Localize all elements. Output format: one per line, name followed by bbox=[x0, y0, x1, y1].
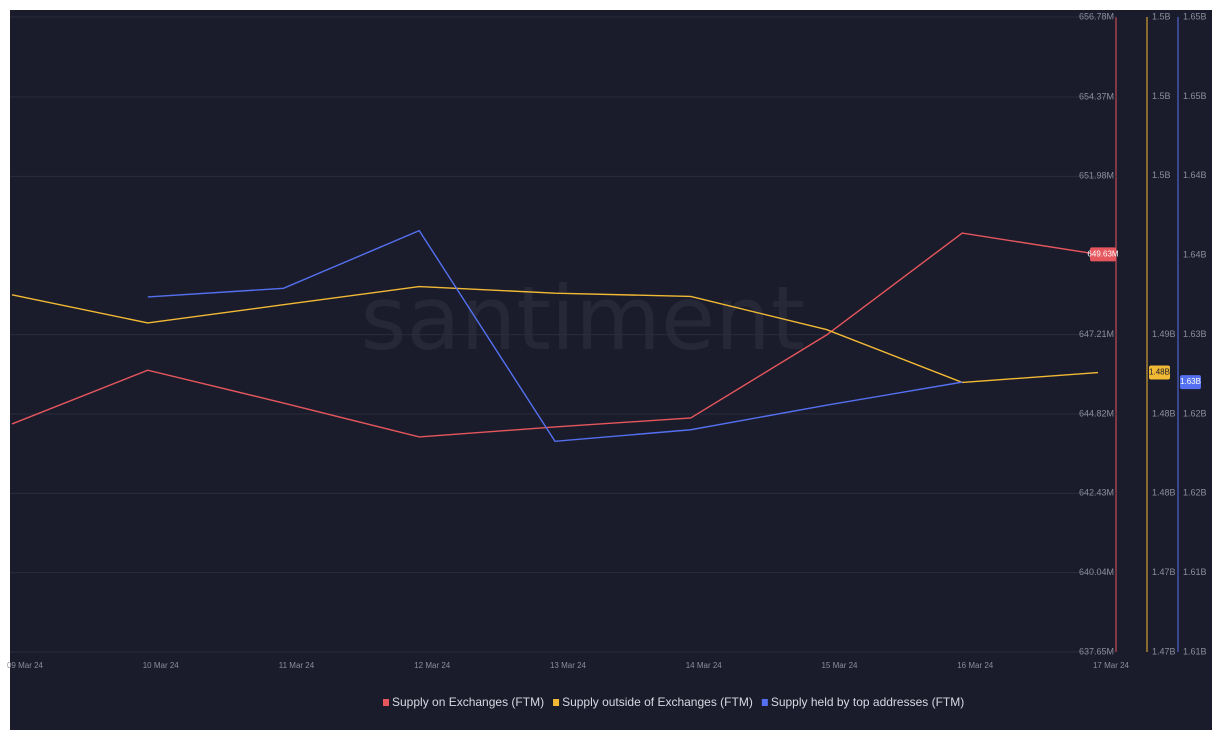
legend-swatch bbox=[761, 699, 768, 706]
y-tick-label: 640.04M bbox=[1079, 567, 1114, 577]
x-tick-label: 15 Mar 24 bbox=[821, 661, 858, 670]
y-tick-label: 651.98M bbox=[1079, 171, 1114, 181]
legend-label: Supply outside of Exchanges (FTM) bbox=[562, 695, 753, 709]
y-tick-label: 1.64B bbox=[1183, 170, 1207, 180]
y-tick-label: 1.62B bbox=[1183, 488, 1207, 498]
y-tick-label: 1.5B bbox=[1152, 91, 1171, 101]
x-tick-label: 14 Mar 24 bbox=[686, 661, 723, 670]
y-tick-label: 637.65M bbox=[1079, 646, 1114, 656]
y-tick-label: 654.37M bbox=[1079, 91, 1114, 101]
x-tick-label: 09 Mar 24 bbox=[7, 661, 44, 670]
x-tick-label: 16 Mar 24 bbox=[957, 661, 994, 670]
legend-swatch bbox=[553, 699, 560, 706]
value-badge bbox=[1149, 365, 1170, 380]
y-tick-label: 1.49B bbox=[1152, 329, 1176, 339]
value-label: 649.63M bbox=[1087, 249, 1118, 258]
y-tick-label: 1.65B bbox=[1183, 11, 1207, 21]
value-label: 1.63B bbox=[1180, 377, 1201, 386]
value-badge bbox=[1180, 375, 1201, 390]
y-tick-label: 1.48B bbox=[1152, 408, 1176, 418]
y-tick-label: 1.47B bbox=[1152, 646, 1176, 656]
panel bbox=[10, 10, 1212, 730]
y-tick-label: 1.63B bbox=[1183, 329, 1207, 339]
y-tick-label: 1.62B bbox=[1183, 408, 1207, 418]
y-tick-label: 642.43M bbox=[1079, 488, 1114, 498]
y-tick-label: 1.61B bbox=[1183, 646, 1207, 656]
y-tick-label: 1.61B bbox=[1183, 567, 1207, 577]
y-tick-label: 647.21M bbox=[1079, 329, 1114, 339]
value-label: 1.48B bbox=[1149, 368, 1170, 377]
y-tick-label: 1.65B bbox=[1183, 91, 1207, 101]
x-tick-label: 12 Mar 24 bbox=[414, 661, 451, 670]
x-tick-label: 17 Mar 24 bbox=[1093, 661, 1130, 670]
legend-label: Supply held by top addresses (FTM) bbox=[771, 695, 964, 709]
y-tick-label: 656.78M bbox=[1079, 11, 1114, 21]
value-badge bbox=[1090, 247, 1116, 262]
watermark: santiment bbox=[361, 267, 806, 370]
series-line bbox=[147, 229, 963, 443]
series-line bbox=[11, 285, 1099, 384]
y-tick-label: 644.82M bbox=[1079, 408, 1114, 418]
legend: Supply on Exchanges (FTM) Supply outside … bbox=[383, 695, 964, 709]
legend-label: Supply on Exchanges (FTM) bbox=[392, 695, 544, 709]
x-tick-label: 13 Mar 24 bbox=[550, 661, 587, 670]
series-line bbox=[11, 232, 1099, 438]
x-tick-label: 10 Mar 24 bbox=[143, 661, 180, 670]
legend-swatch bbox=[383, 699, 389, 706]
y-tick-label: 1.64B bbox=[1183, 250, 1207, 260]
x-tick-label: 11 Mar 24 bbox=[279, 661, 315, 670]
y-tick-label: 1.47B bbox=[1152, 567, 1176, 577]
y-tick-label: 1.48B bbox=[1152, 488, 1176, 498]
y-tick-label: 1.5B bbox=[1152, 170, 1171, 180]
y-tick-label: 1.5B bbox=[1152, 11, 1171, 21]
